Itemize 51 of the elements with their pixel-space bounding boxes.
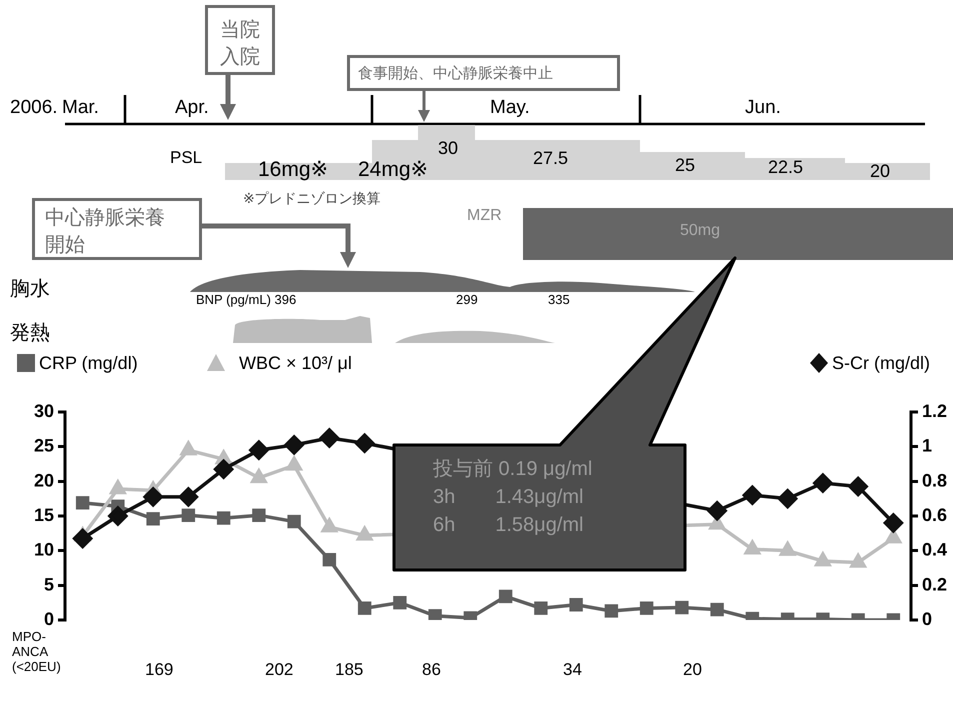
text: 86 <box>422 660 441 679</box>
text: May. <box>490 97 530 118</box>
text: Jun. <box>745 97 781 118</box>
text: 169 <box>145 660 174 679</box>
text: 27.5 <box>533 148 568 168</box>
text: MPO-ANCA (<20EU) <box>12 629 62 675</box>
y-tick-label: 15 <box>34 504 54 525</box>
text: 335 <box>548 292 570 307</box>
y-tick-label: 20 <box>34 470 54 490</box>
legend-label: CRP (mg/dl) <box>39 352 138 374</box>
y2-tick-label: 0.8 <box>922 470 948 490</box>
y2-tick-label: 1 <box>922 436 932 456</box>
legend-label: S-Cr (mg/dl) <box>832 352 930 374</box>
text: 食事開始、中心静脈栄養中止 <box>358 64 554 83</box>
y-tick-label: 25 <box>34 436 54 456</box>
text: 24mg※ <box>358 158 428 181</box>
y2-tick-label: 0.2 <box>922 574 948 594</box>
y-tick-label: 5 <box>44 574 54 594</box>
y-tick-label: 10 <box>34 540 54 560</box>
text: 22.5 <box>768 157 804 177</box>
y-tick-label: 30 <box>34 400 54 421</box>
text: 20 <box>870 161 890 181</box>
annotation: 3h 1.43μg/ml <box>433 486 584 508</box>
annotation: 6h 1.58μg/ml <box>433 514 584 536</box>
text: ※プレドニゾロン換算 <box>243 190 381 206</box>
text: 当院入院 <box>220 18 261 70</box>
text: 185 <box>335 660 364 679</box>
annotation: 投与前 0.19 μg/ml <box>433 458 592 480</box>
text: 胸水 <box>10 278 50 300</box>
text: BNP (pg/mL) 396 <box>196 292 296 307</box>
text: 30 <box>438 138 458 158</box>
y2-tick-label: 0.6 <box>922 504 948 525</box>
legend-label: WBC × 10³/ μl <box>239 352 352 374</box>
text: 2006. <box>10 97 58 118</box>
y2-tick-label: 0.4 <box>922 540 948 560</box>
y2-tick-label: 1.2 <box>922 400 948 421</box>
y2-tick-label: 0 <box>922 608 932 629</box>
text: 299 <box>456 292 478 307</box>
text: Apr. <box>175 97 209 118</box>
text: 中心静脈栄養開始 <box>45 206 166 258</box>
text: PSL <box>170 148 202 167</box>
text: MZR <box>467 207 502 224</box>
text: 50mg <box>680 222 720 239</box>
text: Mar. <box>62 97 99 118</box>
text: 発熱 <box>10 322 50 344</box>
text: 202 <box>265 660 294 679</box>
text: 25 <box>675 155 696 175</box>
text: 20 <box>683 660 702 679</box>
y-tick-label: 0 <box>44 608 54 629</box>
text: 16mg※ <box>258 158 328 181</box>
text: 34 <box>563 660 582 679</box>
